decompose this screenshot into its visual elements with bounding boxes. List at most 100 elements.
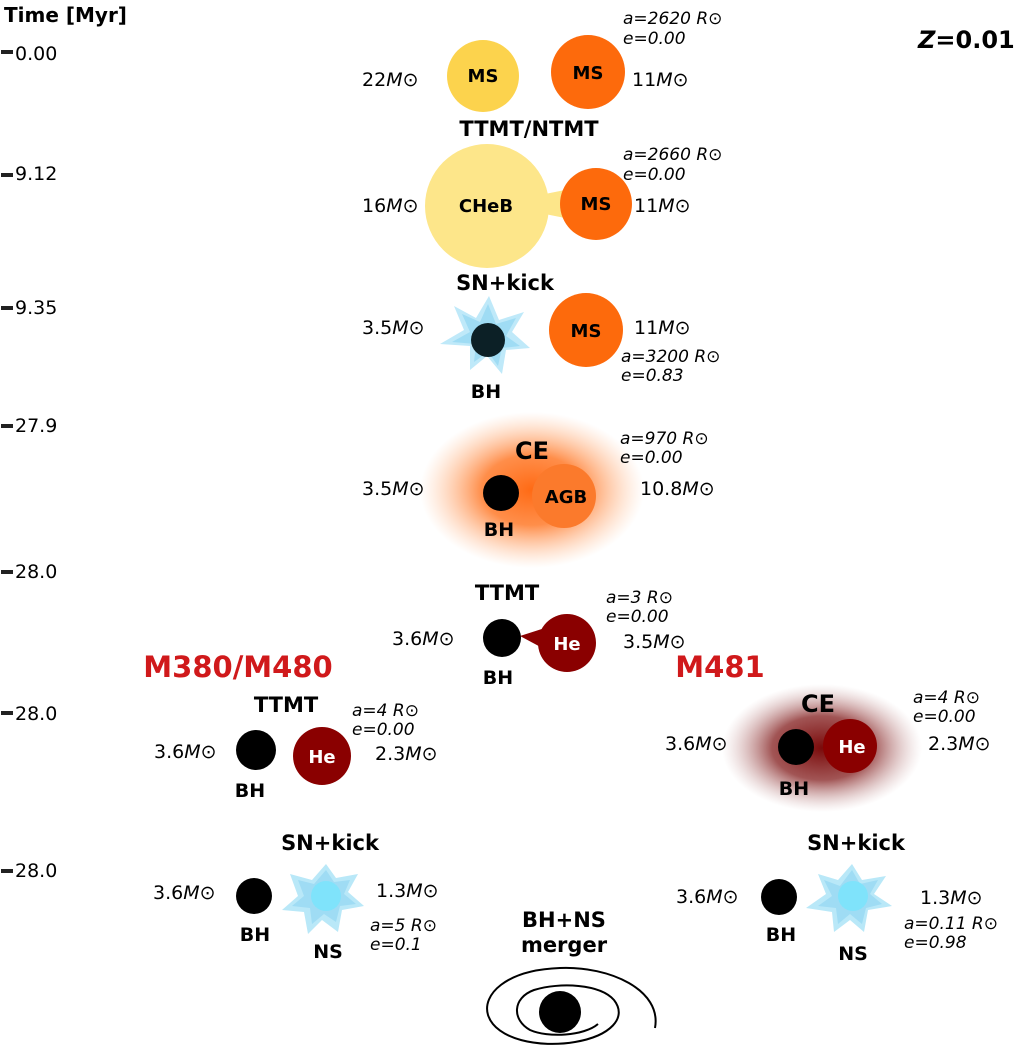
phase-label: TTMT: [254, 693, 319, 717]
black-hole: [471, 323, 505, 357]
black-hole: [236, 878, 272, 914]
phase-label: SN+kick: [807, 831, 906, 855]
merger-label-line2: merger: [521, 933, 608, 957]
axis-tick-label: 28.0: [15, 561, 57, 583]
orbit-separation: a=5 R⊙: [370, 916, 437, 936]
common-envelope-orange: [420, 412, 644, 568]
star1-label: BH: [483, 667, 513, 689]
core-helium-burning-star: [425, 144, 549, 268]
phase-label: SN+kick: [456, 271, 555, 295]
star2-mass: 11M⊙: [632, 69, 689, 91]
axis-title: Time [Myr]: [4, 3, 127, 27]
star2-type: MS: [573, 63, 604, 84]
star1-mass: 22M⊙: [362, 69, 419, 91]
star2-mass: 3.5M⊙: [623, 631, 686, 653]
metallicity-value: =0.01: [935, 26, 1014, 54]
orbit-eccentricity: e=0.00: [623, 29, 686, 49]
axis-tick-label: 27.9: [15, 415, 57, 437]
axis-tick-mark: [1, 869, 13, 873]
helium-star: [293, 727, 351, 785]
phase-label: SN+kick: [281, 831, 380, 855]
star1-label: BH: [766, 924, 796, 946]
common-envelope-red: [722, 684, 922, 812]
star2-type: He: [308, 747, 335, 768]
star1-mass: 3.6M⊙: [153, 882, 216, 904]
helium-star: [538, 614, 596, 672]
agb-star: [532, 464, 596, 528]
orbit-eccentricity: e=0.98: [904, 933, 967, 953]
star2-mass: 11M⊙: [634, 195, 691, 217]
orbit-eccentricity: e=0.00: [606, 607, 669, 627]
star2-mass: 1.3M⊙: [920, 887, 983, 909]
inspiral-spiral-icon: [486, 966, 657, 1045]
stage-6-left: M380/M480 TTMT 3.6M⊙ BH He 2.3M⊙ a=4 R⊙ …: [143, 650, 437, 802]
main-sequence-star-yellow: [447, 40, 519, 112]
orbit-separation: a=4 R⊙: [352, 701, 419, 721]
star2-label: NS: [313, 941, 343, 963]
star1-mass: 16M⊙: [362, 195, 419, 217]
model-label: M380/M480: [143, 650, 332, 684]
axis-tick-label: 28.0: [15, 703, 57, 725]
orbit-separation: a=2660 R⊙: [623, 145, 722, 165]
stage-2: 16M⊙ CHeB MS 11M⊙ a=2660 R⊙ e=0.00: [362, 144, 722, 268]
orbit-eccentricity: e=0.00: [352, 720, 415, 740]
star2-mass: 2.3M⊙: [375, 743, 438, 765]
star2-type: MS: [571, 321, 602, 342]
star2-label: NS: [838, 943, 868, 965]
axis-tick-label: 9.35: [15, 297, 57, 319]
axis-tick-mark: [1, 570, 13, 574]
axis-tick-label: 9.12: [15, 163, 57, 185]
helium-star: [823, 719, 877, 773]
axis-tick-mark: [1, 711, 13, 715]
orbit-separation: a=970 R⊙: [620, 429, 709, 449]
stage-4: CE 3.5M⊙ AGB BH 10.8M⊙ a=970 R⊙ e=0.00: [362, 412, 715, 568]
orbit-eccentricity: e=0.83: [621, 366, 684, 386]
axis-tick-label: 0.00: [15, 43, 57, 65]
stage-1: 22M⊙ MS MS 11M⊙ a=2620 R⊙ e=0.00 TTMT/NT…: [362, 9, 722, 141]
orbit-eccentricity: e=0.00: [913, 707, 976, 727]
star2-type: AGB: [545, 487, 587, 508]
merger-label-line1: BH+NS: [522, 908, 606, 932]
star2-mass: 1.3M⊙: [376, 880, 439, 902]
star1-mass: 3.5M⊙: [362, 478, 425, 500]
axis-tick-label: 28.0: [15, 860, 57, 882]
stage-6-right: M481 CE 3.6M⊙ He BH 2.3M⊙ a=4 R⊙ e=0.00: [665, 650, 991, 812]
stage-7-right: SN+kick 3.6M⊙ BH NS 1.3M⊙ a=0.11 R⊙ e=0.…: [676, 831, 998, 965]
merger: BH+NS merger: [486, 908, 657, 1045]
star1-label: BH: [240, 924, 270, 946]
black-hole: [761, 879, 797, 915]
black-hole: [236, 730, 276, 770]
orbit-eccentricity: e=0.1: [370, 935, 422, 955]
axis-tick-mark: [1, 173, 13, 177]
black-hole: [778, 729, 814, 765]
sun-symbol: ⊙: [403, 69, 419, 91]
neutron-star: [838, 881, 868, 911]
phase-label: TTMT/NTMT: [459, 117, 599, 141]
star1-mass: 3.6M⊙: [665, 733, 728, 755]
star1-mass: 3.6M⊙: [676, 886, 739, 908]
star1-label: BH: [471, 381, 501, 403]
star1-type: MS: [468, 66, 499, 87]
star1-label: BH: [484, 519, 514, 541]
axis-tick-mark: [1, 424, 13, 428]
star1-mass: 3.5M⊙: [362, 317, 425, 339]
neutron-star: [311, 881, 341, 911]
star1-type: CHeB: [459, 196, 513, 217]
time-axis-ticks: 0.00 9.12 9.35 27.9 28.0 28.0 28.0: [1, 43, 57, 882]
orbit-separation: a=2620 R⊙: [623, 9, 722, 29]
star2-type: MS: [581, 194, 612, 215]
phase-label: CE: [801, 690, 835, 718]
phase-label: TTMT: [475, 581, 540, 605]
orbit-separation: a=3 R⊙: [606, 588, 673, 608]
star2-mass: 2.3M⊙: [928, 733, 991, 755]
main-sequence-star-orange: [560, 168, 632, 240]
stage-3: SN+kick 3.5M⊙ BH MS 11M⊙ a=3200 R⊙ e=0.8…: [362, 271, 720, 403]
orbit-eccentricity: e=0.00: [623, 165, 686, 185]
star1-label: BH: [235, 780, 265, 802]
model-label: M481: [675, 650, 764, 684]
star1-mass: 3.6M⊙: [392, 628, 455, 650]
black-hole: [483, 619, 521, 657]
star2-mass: 11M⊙: [634, 317, 691, 339]
main-sequence-star-orange: [551, 35, 625, 109]
